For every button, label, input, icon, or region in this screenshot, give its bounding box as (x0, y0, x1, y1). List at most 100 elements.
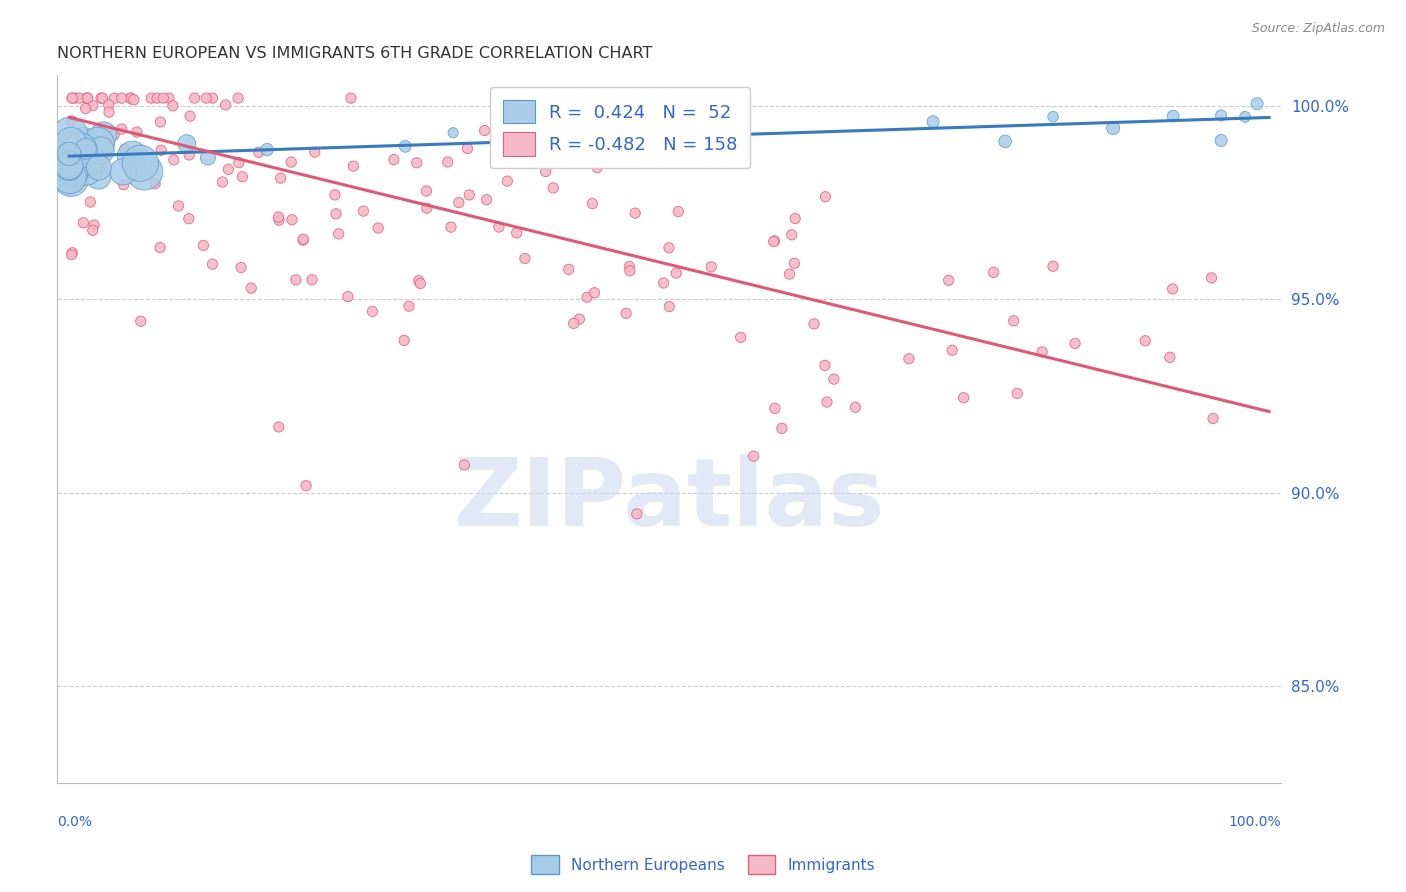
Point (803, 317, 825, 331)
Point (994, 134, 1017, 148)
Point (1209, 108, 1232, 122)
Point (143, 177, 166, 191)
Point (541, 181, 564, 195)
Point (149, 115, 172, 129)
Point (58, 169, 80, 184)
Point (80, 144, 103, 158)
Point (66, 143, 89, 157)
Point (779, 267, 801, 281)
Point (952, 391, 974, 405)
Point (576, 290, 599, 304)
Point (785, 211, 807, 226)
Point (941, 343, 963, 358)
Point (581, 196, 603, 211)
Point (267, 213, 290, 227)
Point (496, 174, 519, 188)
Point (63, 91, 86, 105)
Point (323, 187, 346, 202)
Point (93, 128, 115, 143)
Text: 0.0%: 0.0% (58, 815, 93, 829)
Point (614, 306, 637, 320)
Point (624, 206, 647, 220)
Point (87, 136, 110, 151)
Text: Source: ZipAtlas.com: Source: ZipAtlas.com (1251, 22, 1385, 36)
Point (240, 281, 263, 295)
Point (176, 136, 198, 151)
Point (58, 147, 80, 161)
Point (453, 458, 475, 472)
Point (98, 105, 121, 120)
Point (58, 160, 80, 174)
Point (103, 128, 125, 142)
Point (1202, 411, 1225, 425)
Point (58, 161, 80, 176)
Point (256, 143, 278, 157)
Point (1135, 334, 1157, 348)
Point (91, 91, 114, 105)
Point (59, 182, 82, 196)
Point (75, 142, 97, 156)
Point (538, 135, 561, 149)
Point (114, 142, 136, 156)
Point (475, 193, 498, 207)
Point (76, 91, 98, 105)
Point (90, 144, 112, 158)
Point (79, 152, 101, 166)
Point (247, 145, 270, 160)
Point (231, 260, 253, 275)
Point (586, 161, 609, 175)
Point (505, 226, 527, 240)
Point (134, 165, 156, 179)
Point (489, 146, 512, 161)
Point (382, 153, 405, 167)
Point (122, 93, 145, 107)
Point (120, 91, 142, 105)
Point (295, 479, 318, 493)
Point (125, 146, 148, 161)
Point (120, 91, 142, 105)
Point (292, 232, 315, 246)
Point (1005, 386, 1028, 401)
Point (304, 145, 326, 159)
Point (162, 99, 184, 113)
Point (742, 449, 765, 463)
Point (474, 123, 496, 137)
Point (167, 199, 190, 213)
Point (280, 155, 302, 169)
Point (301, 273, 323, 287)
Point (58, 159, 80, 173)
Point (658, 241, 681, 255)
Point (103, 91, 125, 105)
Point (844, 401, 866, 415)
Point (60, 91, 83, 105)
Point (1002, 314, 1025, 328)
Point (60, 91, 83, 105)
Point (195, 91, 218, 105)
Point (76, 163, 98, 178)
Point (1102, 121, 1125, 136)
Point (823, 372, 845, 386)
Point (513, 252, 536, 266)
Point (1246, 96, 1268, 111)
Point (69, 152, 91, 166)
Point (814, 190, 837, 204)
Point (67, 165, 90, 179)
Point (409, 277, 432, 291)
Point (983, 265, 1005, 279)
Point (441, 126, 464, 140)
Point (557, 262, 579, 277)
Point (60, 245, 83, 260)
Point (815, 395, 838, 409)
Point (226, 91, 249, 105)
Point (1042, 259, 1064, 273)
Text: ZIPatlas: ZIPatlas (454, 454, 884, 546)
Point (267, 420, 290, 434)
Point (76, 91, 98, 105)
Point (1209, 134, 1232, 148)
Point (121, 149, 143, 163)
Point (361, 304, 384, 318)
Point (416, 201, 439, 215)
Point (193, 238, 215, 252)
Point (718, 117, 741, 131)
Legend: R =  0.424   N =  52, R = -0.482   N = 158: R = 0.424 N = 52, R = -0.482 N = 158 (489, 87, 751, 169)
